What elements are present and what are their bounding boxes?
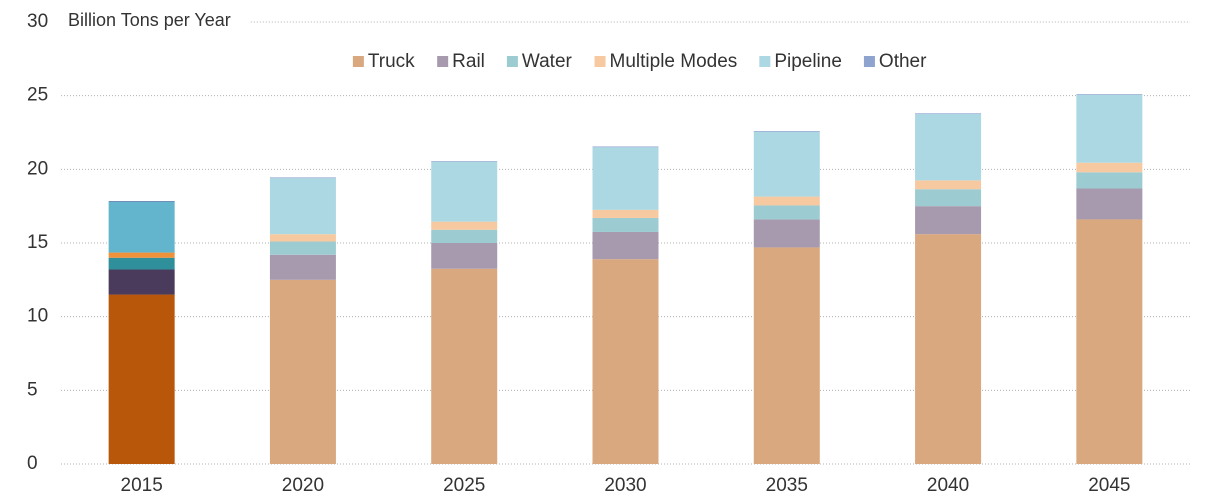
bar-segment	[269, 177, 336, 179]
bar-segment	[915, 180, 982, 190]
bar-segment	[108, 269, 175, 295]
bar-segment	[592, 217, 659, 232]
bar-segment	[1076, 94, 1143, 95]
bar-segment	[108, 252, 175, 258]
bar-segment	[915, 206, 982, 235]
bar-segment	[108, 257, 175, 270]
bar-segment	[431, 221, 498, 230]
bar-segment	[269, 279, 336, 464]
x-tick-label: 2025	[443, 475, 485, 496]
y-tick-label: 20	[27, 158, 48, 179]
bar-segment	[915, 113, 982, 115]
legend-label: Truck	[368, 51, 415, 72]
bar-segment	[915, 189, 982, 207]
y-tick-label: 5	[27, 379, 38, 400]
bar-segment	[431, 229, 498, 243]
bar-segment	[753, 131, 820, 132]
bar-segment	[592, 231, 659, 260]
legend-swatch	[437, 56, 449, 67]
x-tick-label: 2020	[282, 475, 324, 496]
bar-segment	[753, 247, 820, 464]
bar-segment	[753, 205, 820, 220]
x-tick-label: 2030	[604, 475, 646, 496]
bar-segment	[753, 196, 820, 206]
legend-swatch	[594, 56, 606, 67]
bar-segment	[108, 294, 175, 464]
bar-segment	[108, 201, 175, 202]
y-tick-label: 25	[27, 85, 48, 106]
y-tick-label: 15	[27, 232, 48, 253]
legend-label: Water	[522, 51, 573, 72]
legend-label: Multiple Modes	[610, 51, 738, 72]
bar-segment	[269, 241, 336, 255]
bar-segment	[108, 201, 175, 253]
bar-segment	[592, 259, 659, 464]
y-tick-label: 0	[27, 453, 38, 474]
y-tick-label: 10	[27, 306, 48, 327]
bar-segment	[431, 268, 498, 464]
x-tick-label: 2045	[1088, 475, 1130, 496]
legend-label: Rail	[452, 51, 485, 72]
bar-segment	[431, 161, 498, 222]
x-tick-label: 2015	[121, 475, 163, 496]
bar-segment	[915, 234, 982, 464]
y-tick-label: 30	[27, 11, 48, 32]
bar-segment	[431, 161, 498, 162]
legend-label: Pipeline	[774, 51, 842, 72]
bar-segment	[269, 254, 336, 280]
bar-segment	[269, 234, 336, 242]
bar-segment	[1076, 162, 1143, 173]
legend-swatch	[506, 56, 518, 67]
legend-swatch	[863, 56, 875, 67]
legend-label: Other	[879, 51, 927, 72]
bar-segment	[915, 114, 982, 181]
bar-segment	[753, 219, 820, 248]
bar-segment	[1076, 94, 1143, 163]
bar-segment	[592, 209, 659, 218]
legend-swatch	[759, 56, 771, 67]
bar-segment	[431, 243, 498, 269]
bar-segment	[592, 146, 659, 148]
y-axis-label: Billion Tons per Year	[68, 10, 231, 30]
bar-segment	[269, 178, 336, 235]
legend-swatch	[352, 56, 364, 67]
x-tick-label: 2035	[766, 475, 808, 496]
bar-segment	[1076, 188, 1143, 220]
bar-segment	[592, 147, 659, 210]
bar-segment	[1076, 219, 1143, 464]
bar-segment	[753, 131, 820, 197]
bar-segment	[1076, 172, 1143, 189]
x-tick-label: 2040	[927, 475, 969, 496]
